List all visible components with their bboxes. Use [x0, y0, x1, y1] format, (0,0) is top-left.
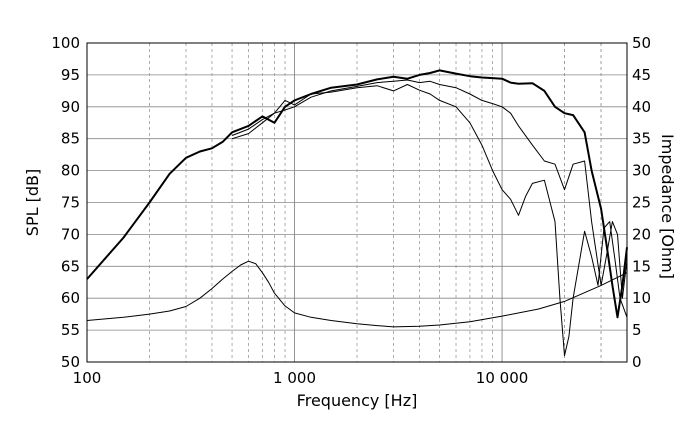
- y-right-tick-label: 40: [632, 98, 651, 116]
- y-right-tick-label: 50: [632, 34, 651, 52]
- y-right-tick-label: 5: [632, 321, 642, 339]
- y-left-tick-label: 50: [61, 353, 80, 371]
- y-left-tick-label: 70: [61, 225, 80, 243]
- y-right-tick-label: 25: [632, 194, 651, 212]
- x-axis-title: Frequency [Hz]: [297, 391, 418, 410]
- y-right-tick-label: 35: [632, 130, 651, 148]
- y-left-tick-label: 100: [51, 34, 80, 52]
- y-right-tick-label: 0: [632, 353, 642, 371]
- y-axis-right-title: Impedance [Ohm]: [658, 134, 677, 279]
- series-line-1: [86, 69, 628, 319]
- series-line-4: [86, 260, 628, 328]
- y-left-tick-label: 55: [61, 321, 80, 339]
- tick-labels: 1009590858075706560555050454035302520151…: [51, 34, 651, 387]
- grid: [87, 43, 627, 362]
- y-left-tick-label: 90: [61, 98, 80, 116]
- y-right-tick-label: 20: [632, 225, 651, 243]
- y-right-tick-label: 15: [632, 257, 651, 275]
- x-tick-label: 1 000: [273, 369, 316, 387]
- x-tick-label: 100: [73, 369, 102, 387]
- y-right-tick-label: 10: [632, 289, 651, 307]
- y-axis-left-title: SPL [dB]: [23, 169, 42, 236]
- y-right-tick-label: 30: [632, 162, 651, 180]
- y-left-tick-label: 75: [61, 194, 80, 212]
- y-left-tick-label: 60: [61, 289, 80, 307]
- y-left-tick-label: 85: [61, 130, 80, 148]
- series-line-2: [231, 79, 628, 299]
- y-left-tick-label: 80: [61, 162, 80, 180]
- y-right-tick-label: 45: [632, 66, 651, 84]
- series-group: [86, 69, 628, 357]
- y-left-tick-label: 95: [61, 66, 80, 84]
- series-line-3: [231, 84, 628, 357]
- x-tick-label: 10 000: [476, 369, 529, 387]
- plot-frame: [86, 42, 628, 363]
- y-left-tick-label: 65: [61, 257, 80, 275]
